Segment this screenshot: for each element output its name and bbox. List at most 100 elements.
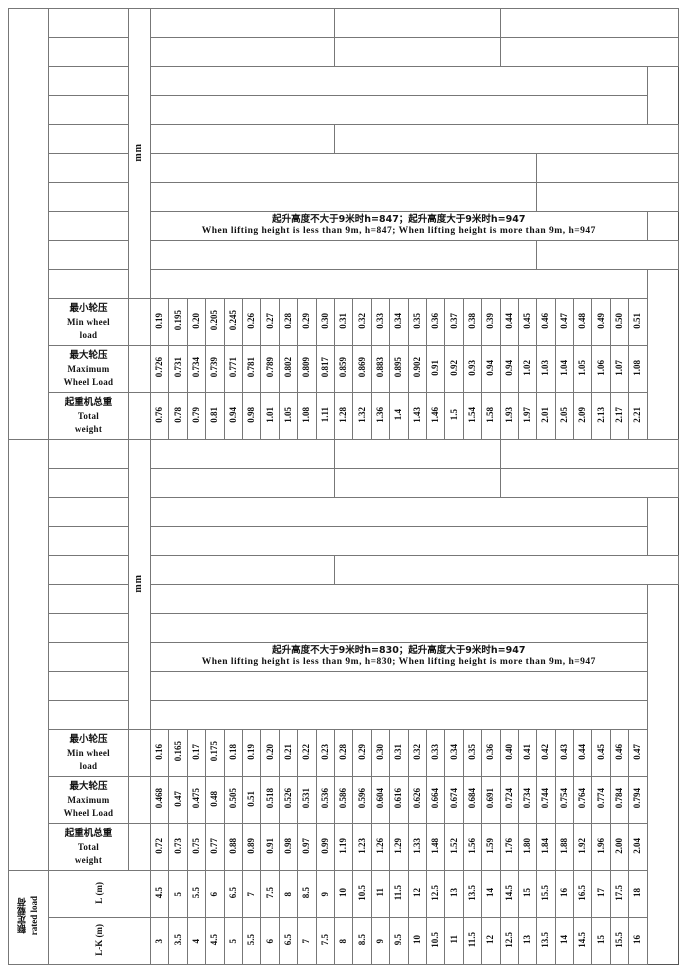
data-value-cell: 0.674 — [444, 776, 464, 824]
span-value-cell: 14 — [554, 917, 575, 965]
data-value: 0.684 — [466, 788, 477, 809]
data-value: 0.859 — [338, 357, 349, 378]
span-value-cell: 16 — [554, 870, 575, 918]
load-label-english-1: Maximum — [67, 794, 110, 805]
dimension-value — [499, 8, 679, 38]
data-value-cell: 0.744 — [536, 776, 556, 824]
data-value-cell: 0.89 — [241, 823, 262, 871]
table-row — [9, 700, 679, 730]
data-value-cell: 0.20 — [260, 729, 280, 777]
span-value: 7 — [301, 938, 312, 944]
data-value: 0.51 — [632, 312, 643, 329]
data-value: 0.93 — [466, 359, 477, 376]
span-value: 6 — [209, 891, 220, 897]
data-value-cell: 0.22 — [297, 729, 317, 777]
span-value-cell: 3 — [149, 917, 170, 965]
load-label-english-1: Min wheel — [67, 316, 110, 327]
data-value-cell: 0.23 — [315, 729, 335, 777]
data-value-cell: 0.76 — [149, 392, 170, 440]
span-value: 15.5 — [614, 931, 625, 948]
dimension-value — [150, 269, 648, 299]
dimension-value — [150, 468, 335, 498]
dimension-value — [150, 555, 335, 585]
data-value: 1.54 — [466, 406, 477, 423]
data-value: 0.72 — [154, 837, 165, 854]
span-value-cell: 12.5 — [425, 870, 446, 918]
data-value-cell: 1.76 — [499, 823, 519, 871]
load-row-label: 最大轮压 Maximum Wheel Load — [48, 345, 129, 393]
data-value-cell: 0.781 — [241, 345, 262, 393]
span-value-cell: 6.5 — [278, 917, 299, 965]
dimension-symbol — [48, 95, 129, 125]
data-value: 0.883 — [374, 357, 385, 378]
data-value-cell: 1.02 — [517, 345, 538, 393]
data-value-cell: 0.47 — [628, 729, 648, 777]
span-value-cell: 16 — [628, 917, 648, 965]
data-value: 0.526 — [282, 788, 293, 809]
data-value: 1.02 — [522, 359, 533, 376]
span-value-cell: 10.5 — [425, 917, 446, 965]
data-value-cell: 0.20 — [186, 298, 207, 346]
data-value-cell: 0.29 — [352, 729, 372, 777]
load-label-chinese: 起重机总重 — [64, 828, 113, 840]
data-value: 0.46 — [614, 743, 625, 760]
span-value: 12 — [411, 887, 422, 897]
data-value: 0.91 — [430, 359, 441, 376]
span-value-cell: 4.5 — [205, 917, 225, 965]
span-value: 13 — [522, 934, 533, 944]
load-label-english-1: Total — [77, 841, 100, 852]
data-value: 0.475 — [190, 788, 201, 809]
dimension-symbol — [48, 497, 129, 527]
table-row — [9, 182, 679, 212]
span-value: 15 — [595, 934, 606, 944]
data-value-cell: 1.33 — [407, 823, 427, 871]
data-value: 0.744 — [540, 788, 551, 809]
span-value-cell: 14 — [481, 870, 501, 918]
data-value-cell: 1.05 — [573, 345, 593, 393]
data-value-cell: 0.45 — [591, 729, 611, 777]
data-value: 0.29 — [301, 312, 312, 329]
dimension-value — [150, 124, 335, 154]
dimension-symbol — [48, 182, 129, 212]
span-value-cell: 14.5 — [499, 870, 519, 918]
span-value: 13 — [448, 887, 459, 897]
data-value: 1.05 — [577, 359, 588, 376]
data-value-cell: 2.21 — [628, 392, 648, 440]
data-value-cell: 1.26 — [370, 823, 391, 871]
span-value: 17 — [595, 887, 606, 897]
data-value-cell: 0.36 — [425, 298, 446, 346]
load-label-english-2: load — [79, 329, 98, 340]
span-value-cell: 12.5 — [499, 917, 519, 965]
data-value-cell: 0.21 — [278, 729, 299, 777]
table-row: 起升高度不大于9米时h=847；起升高度大于9米时h=947 When lifti… — [9, 211, 679, 241]
data-value: 0.165 — [172, 741, 183, 762]
data-value-cell: 0.869 — [352, 345, 372, 393]
data-value: 0.205 — [209, 310, 220, 331]
data-value-cell: 0.817 — [315, 345, 335, 393]
data-value: 0.46 — [540, 312, 551, 329]
dimension-value — [150, 95, 648, 125]
data-value: 0.94 — [227, 406, 238, 423]
data-value: 1.96 — [595, 837, 606, 854]
data-value: 0.28 — [338, 743, 349, 760]
data-value: 0.27 — [264, 312, 275, 329]
data-value: 0.869 — [356, 357, 367, 378]
data-value: 0.32 — [356, 312, 367, 329]
data-value-cell: 0.46 — [609, 729, 630, 777]
span-value-cell: 8.5 — [352, 917, 372, 965]
data-value: 0.30 — [374, 743, 385, 760]
unit-mm-cell: mm — [128, 439, 151, 730]
span-value-cell: 15.5 — [536, 870, 556, 918]
data-value-cell: 0.73 — [168, 823, 188, 871]
note-english: When lifting height is less than 9m, h=8… — [201, 226, 596, 236]
data-value-cell: 0.47 — [554, 298, 575, 346]
data-value-cell: 0.175 — [205, 729, 225, 777]
dimension-symbol — [48, 700, 129, 730]
data-value-cell: 1.59 — [481, 823, 501, 871]
span-value: 11 — [374, 888, 385, 897]
data-value-cell: 0.94 — [481, 345, 501, 393]
span-value: 4.5 — [154, 886, 165, 898]
span-value: 10.5 — [356, 884, 367, 901]
table-row — [9, 468, 679, 498]
data-value: 0.586 — [338, 788, 349, 809]
